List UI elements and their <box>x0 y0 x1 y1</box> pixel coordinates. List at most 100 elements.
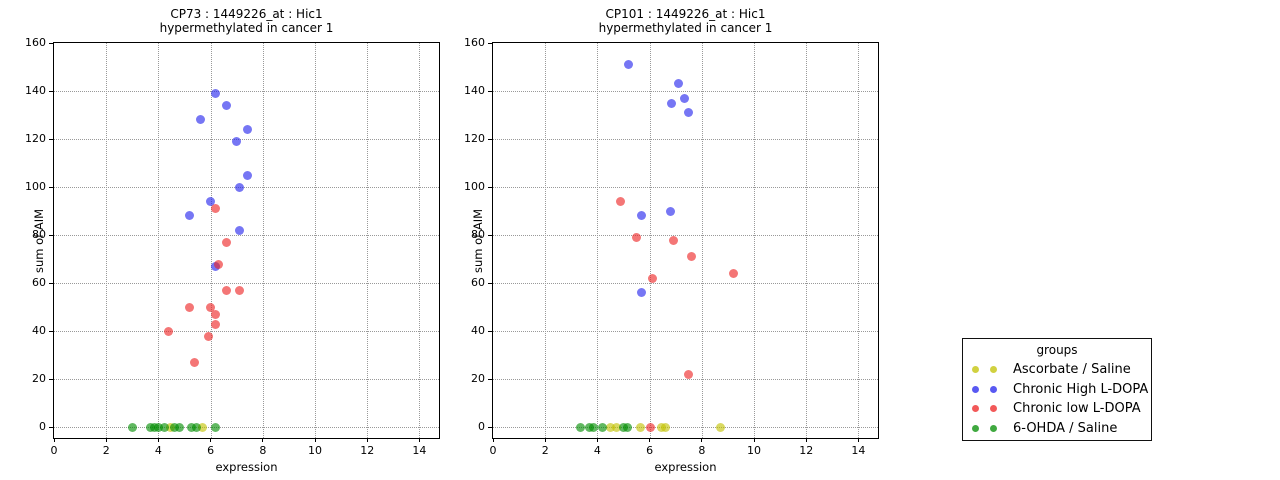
y-axis-tick <box>488 234 492 236</box>
data-point <box>680 93 690 103</box>
y-tick-label: 40 <box>471 324 485 338</box>
x-axis-tick <box>857 438 859 442</box>
plot-title-line2: hypermethylated in cancer 1 <box>598 21 773 35</box>
data-point <box>211 319 221 329</box>
gridline-horizontal <box>493 91 878 93</box>
y-tick-label: 120 <box>25 132 46 146</box>
gridline-vertical <box>158 43 160 438</box>
data-point <box>622 422 632 432</box>
data-point <box>637 211 647 221</box>
y-tick-label: 40 <box>32 324 46 338</box>
data-point <box>684 108 694 118</box>
y-axis-tick <box>49 186 53 188</box>
x-tick-label: 0 <box>489 444 497 457</box>
x-axis-tick <box>649 438 651 442</box>
data-point <box>673 79 683 89</box>
gridline-horizontal <box>54 427 439 429</box>
legend-marker-icon <box>990 366 997 374</box>
data-point <box>164 326 174 336</box>
x-tick-label: 4 <box>154 444 162 457</box>
scatter-plot-cp101: CP101 : 1449226_at : Hic1 hypermethylate… <box>464 7 879 474</box>
data-point <box>221 285 231 295</box>
data-point <box>684 370 694 380</box>
gridline-horizontal <box>493 187 878 189</box>
data-point <box>616 197 626 207</box>
y-tick-label: 20 <box>471 372 485 386</box>
legend-marker-icon <box>972 366 979 374</box>
data-point <box>206 197 216 207</box>
legend-marker-icon <box>972 424 979 432</box>
x-tick-label: 2 <box>541 444 549 457</box>
data-point <box>211 88 221 98</box>
data-point <box>647 273 657 283</box>
gridline-horizontal <box>493 379 878 381</box>
y-tick-label: 80 <box>471 228 485 242</box>
y-axis-tick <box>49 42 53 44</box>
data-point <box>186 422 196 432</box>
y-axis-tick <box>488 138 492 140</box>
x-axis-label: expression <box>654 460 717 474</box>
y-axis-tick <box>488 186 492 188</box>
y-axis-tick <box>488 426 492 428</box>
x-axis-tick <box>418 438 420 442</box>
gridline-vertical <box>262 43 264 438</box>
x-axis-tick <box>753 438 755 442</box>
data-point <box>153 422 163 432</box>
x-axis-label: expression <box>215 460 278 474</box>
gridline-vertical <box>106 43 108 438</box>
scatter-plot-cp73: CP73 : 1449226_at : Hic1 hypermethylated… <box>25 7 440 474</box>
data-point <box>728 269 738 279</box>
y-tick-label: 160 <box>464 36 485 49</box>
gridline-horizontal <box>54 331 439 333</box>
data-point <box>637 288 647 298</box>
data-point <box>221 237 231 247</box>
gridline-horizontal <box>493 283 878 285</box>
data-point <box>598 422 608 432</box>
data-point <box>211 204 221 214</box>
y-axis-tick <box>488 282 492 284</box>
y-tick-label: 60 <box>471 276 485 290</box>
x-axis-tick <box>157 438 159 442</box>
legend-marker-icon <box>972 405 979 413</box>
y-tick-label: 100 <box>464 180 485 194</box>
legend-entry: Chronic low L-DOPA <box>963 399 1151 419</box>
plot-title-line1: CP73 : 1449226_at : Hic1 <box>170 7 323 21</box>
x-axis-tick <box>262 438 264 442</box>
gridline-vertical <box>806 43 808 438</box>
data-point <box>206 302 216 312</box>
y-axis-tick <box>49 330 53 332</box>
y-tick-label: 160 <box>25 36 46 49</box>
data-point <box>242 124 252 134</box>
y-tick-label: 60 <box>32 276 46 290</box>
y-tick-label: 140 <box>25 84 46 98</box>
data-point <box>635 422 645 432</box>
legend-entry: Chronic High L-DOPA <box>963 380 1151 400</box>
y-axis-tick <box>488 42 492 44</box>
data-point <box>242 170 252 180</box>
data-point <box>234 182 244 192</box>
x-tick-label: 10 <box>747 444 762 457</box>
x-axis-tick <box>701 438 703 442</box>
data-point <box>160 422 170 432</box>
y-axis-tick <box>49 234 53 236</box>
x-tick-label: 2 <box>102 444 110 457</box>
y-tick-label: 120 <box>464 132 485 146</box>
x-tick-label: 6 <box>207 444 215 457</box>
data-point <box>195 115 205 125</box>
data-point <box>632 233 642 243</box>
data-point <box>185 302 195 312</box>
y-tick-label: 0 <box>39 420 46 434</box>
x-tick-label: 8 <box>698 444 706 457</box>
y-axis-tick <box>49 426 53 428</box>
gridline-horizontal <box>493 235 878 237</box>
data-point <box>605 422 615 432</box>
gridline-horizontal <box>54 379 439 381</box>
x-axis-tick <box>314 438 316 442</box>
gridline-horizontal <box>54 235 439 237</box>
legend: groups Ascorbate / Saline Chronic High L-… <box>962 338 1152 441</box>
y-tick-label: 0 <box>478 420 485 434</box>
plot-title-line2: hypermethylated in cancer 1 <box>159 21 334 35</box>
y-axis-tick <box>488 378 492 380</box>
data-point <box>686 252 696 262</box>
x-axis-tick <box>492 438 494 442</box>
